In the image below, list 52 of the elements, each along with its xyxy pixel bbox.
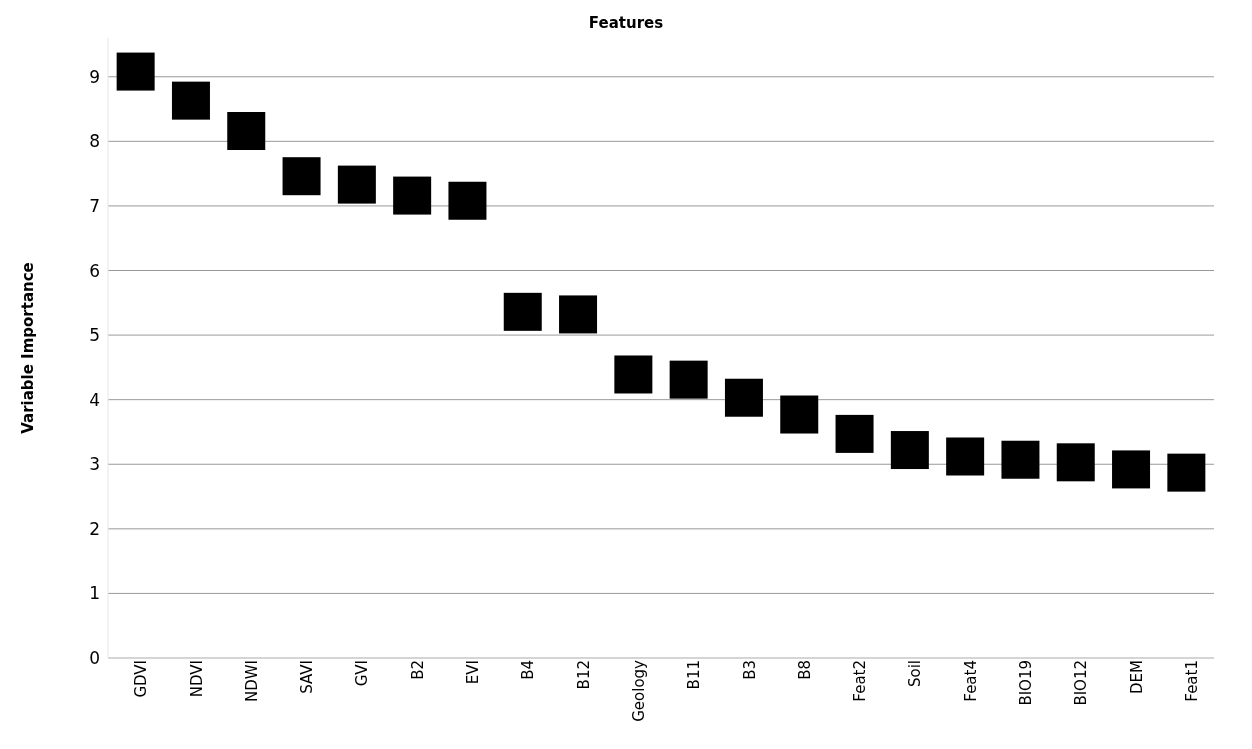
y-axis-title: Variable Importance (19, 262, 38, 434)
x-tick-label: Feat1 (1183, 660, 1201, 702)
point (946, 437, 985, 476)
y-tick-label: 9 (89, 66, 100, 87)
point (559, 295, 598, 334)
x-tick-label: GDVI (132, 660, 151, 698)
y-tick-label: 2 (89, 518, 100, 539)
point (669, 360, 708, 399)
point (337, 165, 376, 204)
point (780, 395, 819, 434)
point (116, 52, 155, 91)
x-tick-label: Feat2 (851, 660, 870, 702)
x-tick-label: Geology (630, 659, 648, 722)
x-tick-label: DEM (1127, 660, 1146, 694)
y-tick-label: 6 (89, 260, 100, 281)
y-tick-label: 3 (89, 454, 100, 475)
y-tick-label: 7 (89, 195, 100, 216)
chart-title: Features (587, 14, 665, 32)
point (1167, 453, 1206, 492)
x-tick-label: GVI (353, 660, 372, 687)
x-tick-label: Soil (906, 660, 925, 688)
y-tick-label: 4 (89, 389, 100, 410)
point (227, 112, 266, 150)
point (1001, 440, 1040, 479)
y-tick-label: 8 (89, 131, 100, 152)
y-tick-label: 5 (89, 325, 100, 346)
point (614, 355, 653, 394)
x-tick-label: B2 (408, 660, 427, 680)
x-tick-label: BIO12 (1072, 660, 1091, 706)
x-tick-label: EVI (464, 660, 483, 685)
x-tick-label: B8 (795, 660, 814, 680)
x-tick-label: B11 (685, 660, 704, 690)
point (393, 176, 432, 215)
x-tick-label: B4 (519, 660, 538, 680)
x-tick-label: B12 (574, 660, 593, 690)
x-tick-label: SAVI (298, 660, 317, 694)
point (1112, 450, 1151, 489)
point (282, 157, 321, 196)
point (724, 378, 763, 417)
y-tick-label: 1 (89, 583, 100, 604)
point (835, 414, 874, 453)
y-tick-label: 0 (89, 648, 100, 669)
point (890, 431, 929, 470)
point (171, 81, 210, 120)
x-tick-label: Feat4 (961, 660, 980, 702)
point (503, 292, 542, 331)
x-tick-label: B3 (740, 660, 759, 680)
x-tick-label: NDWI (242, 660, 261, 703)
x-tick-label: NDVI (187, 660, 206, 698)
x-tick-label: BIO19 (1017, 660, 1036, 706)
point (448, 181, 487, 220)
point (1056, 443, 1095, 482)
